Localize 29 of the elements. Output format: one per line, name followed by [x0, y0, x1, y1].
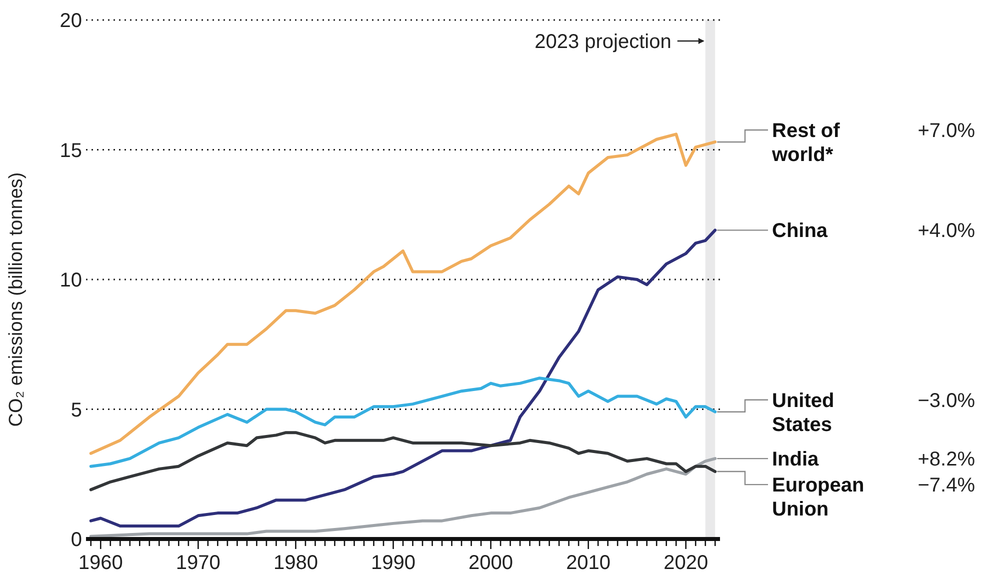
text: United States	[772, 390, 834, 436]
text: European Union	[772, 474, 864, 521]
x-tick-label: 1960	[78, 552, 123, 574]
band-label: 2023 projection	[534, 31, 672, 53]
text: −3.0%	[918, 390, 976, 412]
line-series	[89, 132, 717, 455]
text: India	[772, 448, 820, 471]
x-tick-label: 2020	[664, 552, 708, 574]
y-axis-title: CO₂ emissions (billion tonnes)	[6, 172, 27, 427]
text: China	[772, 220, 828, 242]
text: +4.0%	[918, 220, 976, 242]
x-tick-label: 1990	[370, 552, 416, 574]
line-series	[89, 457, 717, 538]
y-tick-label: 10	[60, 270, 82, 292]
line-series	[89, 431, 717, 492]
y-tick-label: 15	[60, 140, 82, 162]
text: +8.2%	[918, 448, 976, 471]
x-tick-label: 2010	[566, 552, 611, 574]
line-series	[89, 228, 717, 528]
y-tick-label: 0	[70, 529, 82, 551]
x-tick-label: 1980	[273, 552, 318, 574]
line-series	[89, 376, 717, 468]
x-tick-label: 2000	[468, 552, 514, 574]
y-tick-label: 20	[60, 10, 82, 32]
text: +7.0%	[918, 120, 976, 142]
x-tick-label: 1970	[176, 552, 220, 574]
text: −7.4%	[918, 474, 976, 497]
y-tick-label: 5	[70, 399, 82, 422]
text: Rest of world*	[771, 120, 840, 166]
